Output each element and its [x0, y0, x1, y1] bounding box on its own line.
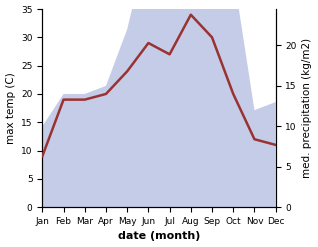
Y-axis label: max temp (C): max temp (C)	[5, 72, 16, 144]
X-axis label: date (month): date (month)	[118, 231, 200, 242]
Y-axis label: med. precipitation (kg/m2): med. precipitation (kg/m2)	[302, 38, 313, 178]
